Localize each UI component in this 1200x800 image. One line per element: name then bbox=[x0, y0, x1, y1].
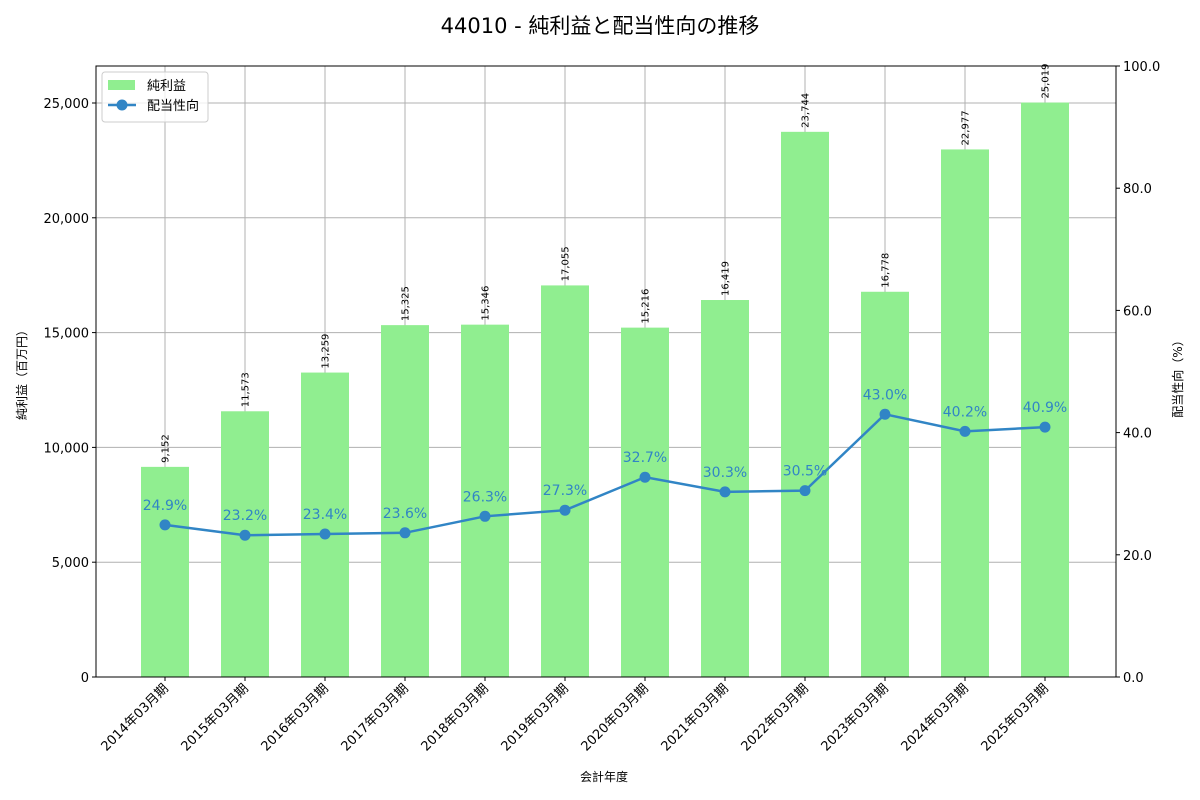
bar bbox=[141, 466, 189, 677]
line-value-label: 30.3% bbox=[703, 465, 747, 481]
bar bbox=[941, 149, 989, 677]
right-axis: 0.0 20.0 40.0 60.0 80.0 100.0 bbox=[1116, 60, 1160, 686]
line-marker bbox=[719, 486, 731, 498]
line-marker bbox=[479, 510, 491, 522]
x-tick-label: 2018年03月期 bbox=[419, 681, 492, 754]
payout-line bbox=[164, 412, 1046, 537]
line-marker bbox=[1039, 421, 1051, 433]
legend: 純利益 配当性向 bbox=[101, 71, 209, 123]
x-tick-label: 2024年03月期 bbox=[899, 681, 972, 754]
bar bbox=[461, 324, 509, 677]
line-value-label: 43.0% bbox=[863, 387, 907, 403]
line-marker bbox=[959, 425, 971, 437]
x-tick-label: 2014年03月期 bbox=[99, 681, 172, 754]
y2-tick-label: 100.0 bbox=[1123, 60, 1160, 75]
x-tick-label: 2020年03月期 bbox=[579, 681, 652, 754]
line-marker bbox=[879, 408, 891, 420]
plot-frame bbox=[95, 65, 1117, 678]
y2-tick-label: 60.0 bbox=[1123, 304, 1152, 319]
x-tick-label: 2025年03月期 bbox=[979, 681, 1052, 754]
left-axis: 0 5,000 10,000 15,000 20,000 25,000 bbox=[44, 97, 96, 686]
line-marker bbox=[799, 485, 811, 497]
bar-value-label: 16,419 bbox=[721, 261, 732, 296]
bar-value-label: 22,977 bbox=[961, 110, 972, 145]
line-series: 24.9% 23.2% 23.4% 23.6% 26.3% 27.3% 32.7% 30.3%… bbox=[143, 387, 1067, 541]
line-marker bbox=[319, 528, 331, 540]
bar bbox=[221, 411, 269, 677]
line-value-label: 40.9% bbox=[1023, 400, 1067, 416]
y2-tick-label: 80.0 bbox=[1123, 182, 1152, 197]
bar-value-label: 16,778 bbox=[881, 253, 892, 288]
bar-value-label: 15,346 bbox=[481, 286, 492, 321]
x-tick-label: 2021年03月期 bbox=[659, 681, 732, 754]
y2-tick-label: 40.0 bbox=[1123, 427, 1152, 442]
bar bbox=[781, 131, 829, 678]
bar-value-label: 15,216 bbox=[641, 289, 652, 324]
legend-marker-icon bbox=[116, 99, 128, 111]
bar-value-label: 13,259 bbox=[321, 334, 332, 369]
line-value-label: 23.6% bbox=[383, 506, 427, 522]
line-marker bbox=[639, 471, 651, 483]
line-marker bbox=[399, 527, 411, 539]
bar-value-label: 17,055 bbox=[561, 246, 572, 281]
x-tick-label: 2023年03月期 bbox=[819, 681, 892, 754]
line-value-label: 23.2% bbox=[223, 508, 267, 524]
bar-series: 9,152 11,573 13,259 15,325 15,346 17,055 15,21… bbox=[141, 64, 1069, 678]
bar-value-label: 15,325 bbox=[401, 286, 412, 321]
line-value-label: 27.3% bbox=[543, 483, 587, 499]
bar bbox=[861, 291, 909, 677]
x-tick-label: 2019年03月期 bbox=[499, 681, 572, 754]
y2-axis-label: 配当性向（%） bbox=[1170, 334, 1185, 417]
y2-tick-label: 0.0 bbox=[1123, 671, 1144, 686]
bar-value-label: 25,019 bbox=[1041, 64, 1052, 99]
y-tick-label: 0 bbox=[81, 671, 89, 686]
line-marker bbox=[239, 529, 251, 541]
line-value-label: 26.3% bbox=[463, 489, 507, 505]
x-axis: 2014年03月期 2015年03月期 2016年03月期 2017年03月期 2018… bbox=[99, 677, 1052, 755]
bar bbox=[1021, 102, 1069, 678]
x-tick-label: 2015年03月期 bbox=[179, 681, 252, 754]
line-value-label: 24.9% bbox=[143, 498, 187, 514]
bar bbox=[621, 327, 669, 677]
y-axis-label: 純利益（百万円） bbox=[15, 324, 29, 420]
bar-value-label: 23,744 bbox=[801, 93, 812, 128]
line-value-label: 32.7% bbox=[623, 450, 667, 466]
y2-tick-label: 20.0 bbox=[1123, 549, 1152, 564]
x-axis-label: 会計年度 bbox=[580, 769, 628, 784]
bar-value-label: 9,152 bbox=[161, 434, 172, 463]
y-tick-label: 5,000 bbox=[52, 556, 89, 571]
x-tick-label: 2016年03月期 bbox=[259, 681, 332, 754]
line-marker bbox=[159, 519, 171, 531]
y-tick-label: 15,000 bbox=[44, 327, 90, 342]
bar bbox=[541, 285, 589, 677]
x-tick-label: 2017年03月期 bbox=[339, 681, 412, 754]
bar bbox=[301, 372, 349, 677]
y-tick-label: 10,000 bbox=[44, 441, 90, 456]
chart-title: 44010 - 純利益と配当性向の推移 bbox=[441, 14, 760, 38]
legend-label-payout-ratio: 配当性向 bbox=[147, 98, 199, 114]
line-value-label: 23.4% bbox=[303, 507, 347, 523]
x-tick-label: 2022年03月期 bbox=[739, 681, 812, 754]
line-value-label: 30.5% bbox=[783, 464, 827, 480]
y-tick-label: 25,000 bbox=[44, 97, 90, 112]
bar-value-label: 11,573 bbox=[241, 372, 252, 407]
y-tick-label: 20,000 bbox=[44, 212, 90, 227]
line-marker bbox=[559, 504, 571, 516]
legend-label-net-income: 純利益 bbox=[147, 79, 186, 94]
line-value-label: 40.2% bbox=[943, 404, 987, 420]
legend-bar-swatch bbox=[108, 80, 135, 90]
bar bbox=[381, 325, 429, 677]
